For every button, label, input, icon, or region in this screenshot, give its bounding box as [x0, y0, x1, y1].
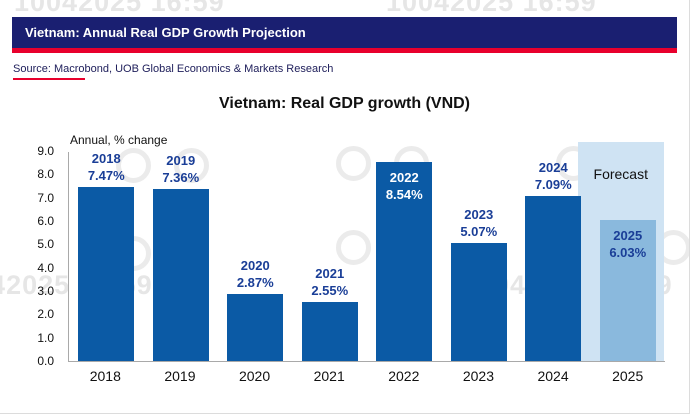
x-tick-2025: 2025 [612, 368, 644, 384]
x-tick-2023: 2023 [462, 368, 495, 384]
y-tick-8.0: 8.0 [37, 167, 54, 182]
bar-label-2021: 2021 2.55% [311, 265, 349, 298]
bar-2022 [376, 161, 433, 361]
y-tick-0.0: 0.0 [37, 354, 54, 368]
bar-slot-2022: 2022 8.54% [367, 152, 442, 361]
bar-slot-2025: 2025 6.03% [591, 152, 666, 361]
bar-slot-2024: 2024 7.09% [516, 152, 591, 361]
bar-2020 [227, 294, 284, 361]
source-underline [13, 78, 85, 80]
bar-2024 [525, 195, 582, 361]
y-axis-label: Annual, % change [70, 133, 168, 147]
bar-slot-2018: 2018 7.47% [69, 150, 144, 361]
watermark-circle [336, 230, 371, 265]
watermark-circle [336, 146, 371, 181]
watermark-text: 10042025 16:59 [386, 0, 597, 17]
plot-wrap: 9.0 8.0 7.0 6.0 5.0 4.0 3.0 2.0 1.0 0.0 Forecast … [37, 142, 666, 368]
bar-label-2023: 2023 5.07% [460, 206, 498, 239]
watermark-circle [116, 148, 151, 183]
bar-label-2024: 2024 7.09% [534, 159, 572, 192]
bar-2018 [78, 186, 135, 361]
bar-2023 [450, 242, 507, 361]
y-axis: 9.0 8.0 7.0 6.0 5.0 4.0 3.0 2.0 1.0 0.0 [16, 144, 62, 368]
x-axis-labels: 2018 2019 2020 2021 2022 2023 2024 2025 [68, 368, 665, 384]
bar-2025 [599, 220, 656, 361]
x-tick-2019: 2019 [164, 368, 196, 384]
x-tick-2024: 2024 [537, 368, 569, 384]
y-tick-9.0: 9.0 [37, 144, 54, 158]
bar-slot-2020: 2020 2.87% [218, 152, 293, 361]
header-accent-stripe [12, 48, 677, 53]
x-tick-2020: 2020 [238, 368, 271, 384]
bar-label-2022: 2022 8.54% [385, 169, 423, 202]
y-tick-5.0: 5.0 [37, 237, 54, 252]
chart-title: Vietnam: Real GDP growth (VND) [219, 95, 470, 112]
bar-slot-2023: 2023 5.07% [442, 152, 517, 361]
y-tick-4.0: 4.0 [37, 260, 54, 275]
y-tick-3.0: 3.0 [37, 284, 54, 298]
y-tick-7.0: 7.0 [37, 190, 54, 205]
header-title-bar: Vietnam: Annual Real GDP Growth Projecti… [12, 17, 677, 48]
y-tick-6.0: 6.0 [37, 214, 54, 228]
bar-label-2019: 2019 7.36% [162, 153, 200, 186]
forecast-label: Forecast [593, 166, 648, 182]
x-tick-2021: 2021 [313, 368, 345, 384]
source-note: Source: Macrobond, UOB Global Economics … [13, 63, 334, 75]
y-tick-2.0: 2.0 [37, 307, 54, 322]
bar-slot-2021: 2021 2.55% [293, 152, 368, 361]
bar-label-2018: 2018 7.47% [87, 150, 125, 183]
x-tick-2022: 2022 [388, 368, 420, 384]
plot-area: Forecast 2018 7.47% 2019 7.36% 2020 2.87% 2… [68, 142, 666, 362]
y-tick-1.0: 1.0 [37, 330, 54, 345]
bar-2019 [152, 189, 209, 361]
bar-slot-2019: 2019 7.36% [144, 152, 219, 361]
bar-2021 [301, 301, 358, 361]
watermark-text: 10042025 16:59 [14, 0, 225, 17]
bar-label-2025: 2025 6.03% [609, 228, 647, 261]
watermark-circle [174, 148, 209, 183]
bar-label-2020: 2020 2.87% [236, 258, 274, 291]
header-title: Vietnam: Annual Real GDP Growth Projecti… [25, 25, 306, 40]
x-tick-2018: 2018 [89, 368, 121, 384]
